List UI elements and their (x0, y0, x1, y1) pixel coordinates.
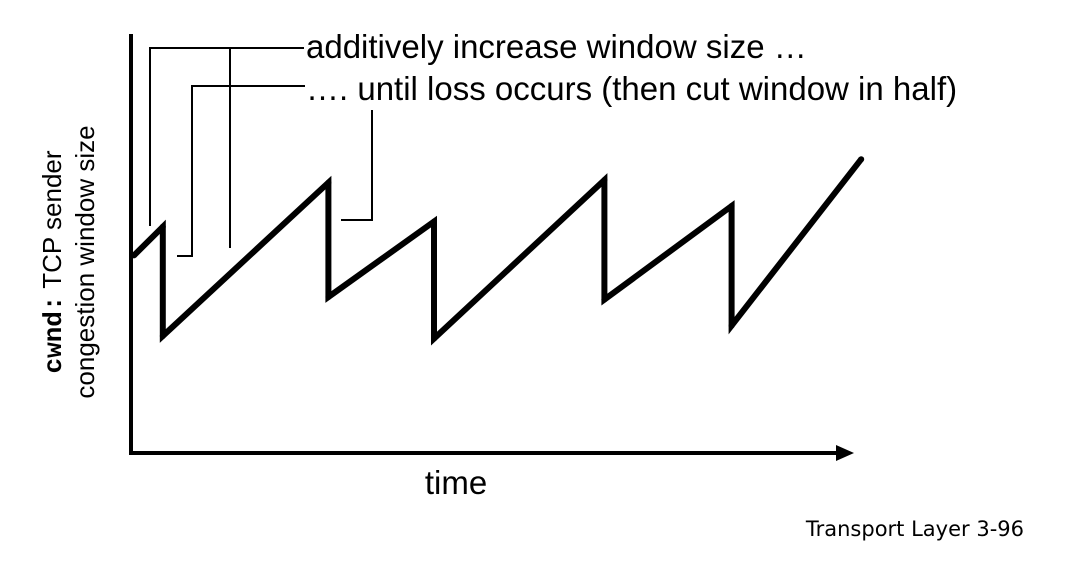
annotation-leader-1a (149, 47, 304, 226)
series-point-10 (728, 322, 735, 329)
annotation-leader-2b (341, 110, 373, 221)
series-point-7 (601, 177, 608, 183)
annotation-additive-increase: additively increase window size … (306, 28, 807, 65)
series-point-11 (858, 156, 865, 163)
series-points (131, 156, 865, 342)
y-axis-label: cwnd: TCP sender congestion window size (37, 125, 100, 398)
x-axis-label: time (425, 464, 487, 501)
series-point-9 (728, 203, 735, 209)
series-point-8 (601, 296, 608, 303)
slide-footer: Transport Layer 3-96 (806, 517, 1024, 541)
series-point-5 (431, 218, 437, 225)
y-axis-label-line2: congestion window size (70, 125, 100, 398)
footer-page-number: 3-96 (976, 517, 1024, 541)
series-point-6 (431, 335, 437, 342)
series-point-1 (159, 223, 166, 230)
series-point-2 (159, 333, 166, 339)
y-axis-label-line1: cwnd: TCP sender (37, 150, 69, 373)
cwnd-series-line (131, 157, 864, 346)
series-point-4 (325, 294, 332, 300)
y-axis-label-code: cwnd: (39, 296, 69, 374)
series-point-3 (325, 179, 332, 186)
footer-label: Transport Layer (805, 517, 970, 541)
y-axis-label-sender: TCP sender (37, 150, 67, 289)
annotation-loss-halve: …. until loss occurs (then cut window in… (306, 70, 957, 107)
series-point-0 (131, 252, 137, 259)
x-axis-arrowhead (836, 445, 854, 461)
annotation-leader-2a (177, 85, 305, 257)
